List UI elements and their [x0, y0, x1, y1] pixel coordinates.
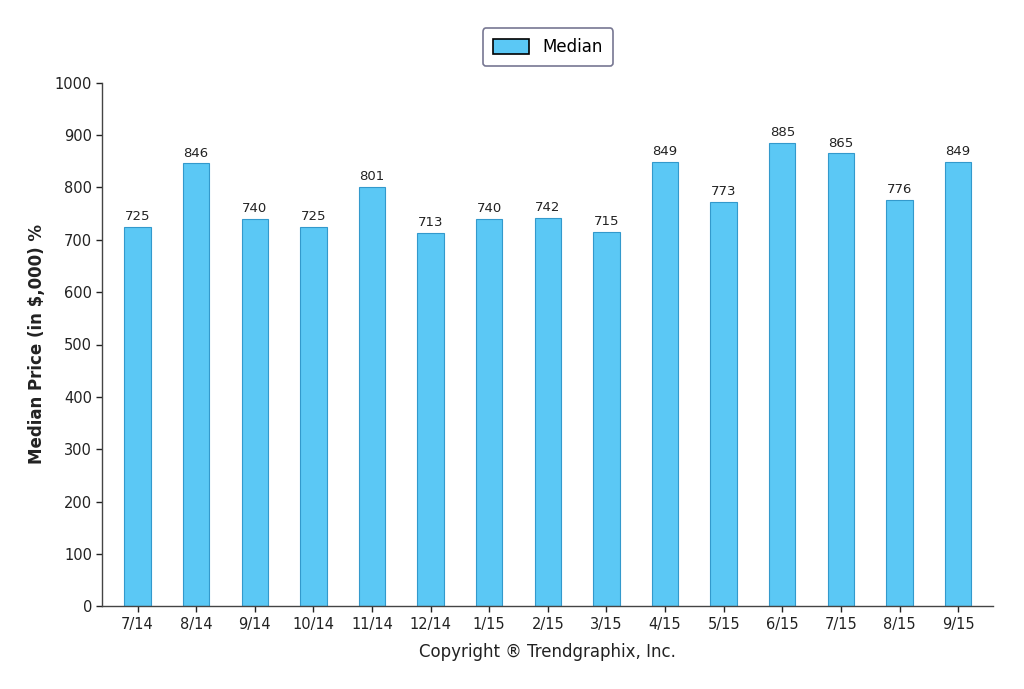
Text: 715: 715	[594, 215, 620, 228]
Bar	[358, 187, 385, 606]
Text: 849: 849	[945, 145, 971, 158]
Text: 725: 725	[125, 210, 151, 223]
Y-axis label: Median Price (in $,000) %: Median Price (in $,000) %	[29, 225, 46, 464]
Bar	[476, 219, 503, 606]
Bar	[711, 202, 737, 606]
Text: 865: 865	[828, 136, 854, 150]
Bar	[827, 154, 854, 606]
Text: 849: 849	[652, 145, 678, 158]
Text: 740: 740	[476, 202, 502, 215]
Bar	[652, 162, 678, 606]
Bar	[124, 227, 151, 606]
Bar	[769, 143, 796, 606]
Bar	[887, 200, 912, 606]
Bar	[183, 163, 209, 606]
Text: 725: 725	[301, 210, 327, 223]
Text: 846: 846	[183, 147, 209, 160]
Text: 773: 773	[711, 185, 736, 198]
Bar	[242, 219, 268, 606]
Text: 885: 885	[770, 126, 795, 139]
Text: 740: 740	[242, 202, 267, 215]
Bar	[418, 233, 443, 606]
Legend: Median: Median	[482, 28, 613, 66]
Text: 713: 713	[418, 216, 443, 229]
Bar	[300, 227, 327, 606]
Text: 776: 776	[887, 183, 912, 196]
Text: 742: 742	[536, 201, 560, 214]
Bar	[593, 232, 620, 606]
X-axis label: Copyright ® Trendgraphix, Inc.: Copyright ® Trendgraphix, Inc.	[420, 643, 676, 661]
Bar	[945, 162, 972, 606]
Bar	[535, 218, 561, 606]
Text: 801: 801	[359, 170, 385, 183]
